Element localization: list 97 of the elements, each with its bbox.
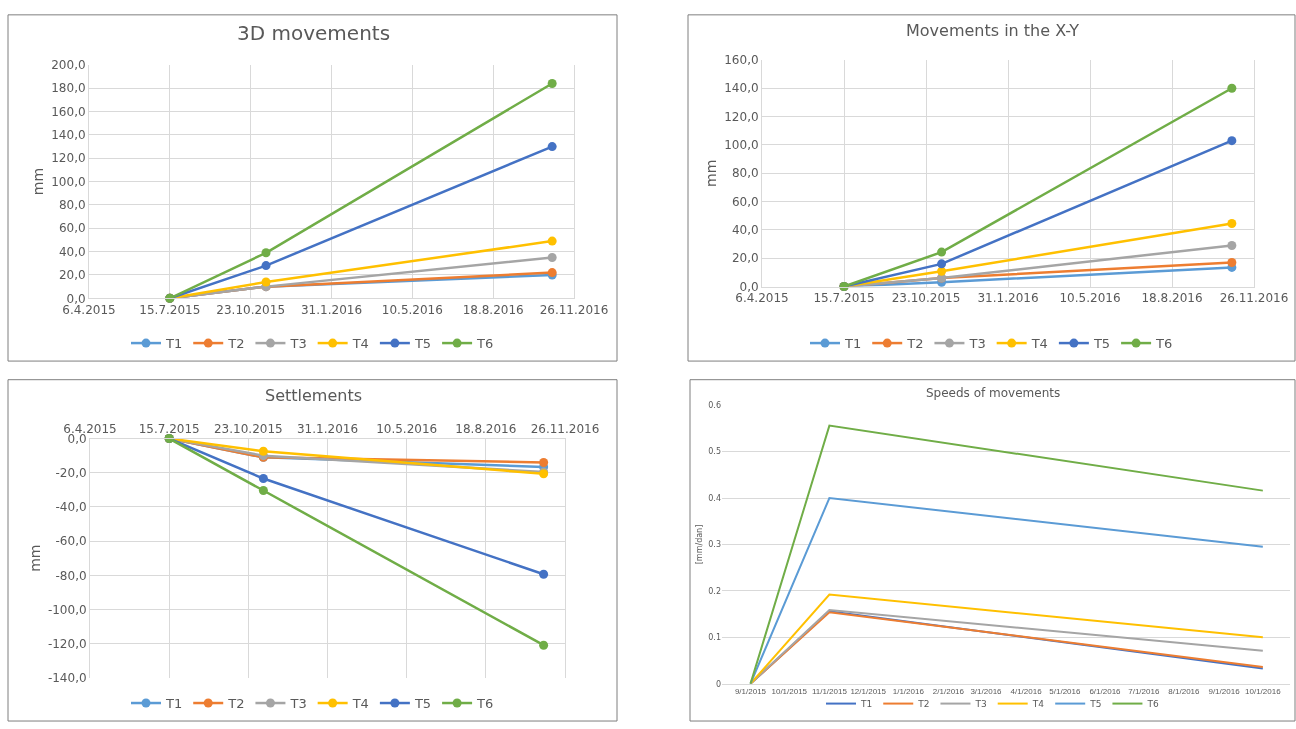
y-tick-label: 80,0 [731,166,759,181]
x-tick-label: 31.1.2016 [977,290,1039,305]
x-tick-label: 5/1/2016 [1049,687,1081,697]
y-tick-label: 100,0 [51,174,86,189]
y-tick-label: 140,0 [51,128,86,143]
y-tick-label: -120,0 [47,636,87,651]
x-tick-label: 26.11.2016 [530,421,600,436]
x-tick-label: 10.5.2016 [381,302,443,317]
y-tick-label: 0,0 [67,431,87,446]
x-tick-label: 15.7.2015 [138,421,200,436]
y-tick-label: 120,0 [51,151,86,166]
x-tick-label: 18.8.2016 [462,302,524,317]
x-tick-label: 10.5.2016 [1059,290,1121,305]
x-tick-label: 10/1/2016 [1245,687,1282,697]
chart-title: Speeds of movements [926,386,1061,400]
legend-label: T3 [974,699,987,710]
y-tick-label: 120,0 [724,109,759,124]
y-tick-label: -80,0 [55,568,87,583]
legend-label: T4 [1030,336,1048,352]
x-tick-label: 7/1/2016 [1128,687,1160,697]
y-tick-label: 200,0 [51,58,86,73]
y-tick-label: 0.6 [708,401,721,410]
y-tick-label: 20,0 [731,251,759,266]
x-tick-label: 31.1.2016 [300,302,363,317]
legend-label: T4 [351,696,369,712]
y-axis-title: mm [29,167,46,196]
y-tick-label: 140,0 [724,81,759,96]
legend-label: T2 [917,699,930,710]
legend-label: T1 [165,696,183,712]
chart-title: Movements in the X-Y [906,21,1080,40]
y-tick-label: 20,0 [58,268,86,283]
legend-label: T1 [844,336,862,352]
x-tick-label: 10.5.2016 [376,421,438,436]
y-tick-label: 0.2 [708,586,721,596]
legend-label: T6 [1146,699,1159,710]
y-tick-label: 160,0 [724,53,759,68]
x-tick-label: 15.7.2015 [813,290,875,305]
y-tick-label: -60,0 [55,534,87,549]
y-tick-label: 60,0 [58,221,86,236]
chart-title: 3D movements [237,21,391,45]
y-tick-label: 80,0 [58,198,86,213]
y-tick-label: 0.1 [708,633,721,643]
y-tick-label: 0 [715,679,721,689]
y-tick-label: 60,0 [731,194,759,209]
legend-label: T2 [227,696,245,712]
legend-label: T1 [165,336,183,352]
legend-label: T6 [1155,336,1173,352]
legend-label: T5 [1089,699,1102,710]
y-tick-label: -140,0 [47,671,87,686]
x-tick-label: 8/1/2016 [1168,687,1201,697]
x-tick-label: 6/1/2016 [1089,687,1122,697]
x-tick-label: 26.11.2016 [539,302,609,317]
y-tick-label: 40,0 [731,223,759,238]
x-tick-label: 23.10.2015 [213,421,283,436]
x-tick-label: 31.1.2016 [296,421,359,436]
y-tick-label: -100,0 [47,602,87,617]
legend-label: T3 [289,696,307,712]
y-tick-label: 0.4 [708,493,721,503]
x-tick-label: 4/1/2016 [1010,687,1043,697]
x-tick-label: 23.10.2015 [216,302,286,317]
y-tick-label: 0.3 [708,540,721,550]
y-tick-label: -20,0 [55,465,87,480]
x-tick-label: 10/1/2015 [771,687,808,697]
x-tick-label: 9/1/2015 [734,687,767,697]
legend-label: T5 [413,696,432,712]
legend-label: T4 [351,336,369,352]
y-tick-label: -40,0 [55,500,87,515]
y-tick-label: 40,0 [58,244,86,259]
legend-label: T2 [227,336,245,352]
legend-label: T6 [476,336,494,352]
y-tick-label: 100,0 [724,138,759,153]
x-tick-label: 1/1/2016 [892,687,925,697]
legend-label: T5 [413,336,432,352]
legend-label: T1 [860,699,873,710]
chart-title: Settlements [265,386,363,405]
x-tick-label: 3/1/2016 [970,687,1003,697]
y-tick-label: 180,0 [51,81,86,96]
legend-label: T6 [476,696,494,712]
x-tick-label: 23.10.2015 [891,290,961,305]
x-tick-label: 11/1/2015 [811,687,848,697]
y-axis-title: mm [26,544,43,572]
x-tick-label: 15.7.2015 [139,302,201,317]
legend-label: T4 [1031,699,1045,710]
x-tick-label: 18.8.2016 [455,421,517,436]
legend-label: T2 [906,336,924,352]
x-tick-label: 9/1/2016 [1208,687,1241,697]
x-tick-label: 12/1/2015 [850,687,887,697]
legend-label: T5 [1092,336,1111,352]
legend-label: T3 [289,336,307,352]
legend-label: T3 [968,336,986,352]
x-tick-label: 18.8.2016 [1141,290,1203,305]
y-axis-title: mm [702,159,719,187]
y-tick-label: 0.5 [708,447,721,457]
y-tick-label: 160,0 [51,104,86,119]
y-axis-title: [mm/dan] [694,524,704,565]
x-tick-label: 2/1/2016 [932,687,965,697]
x-tick-label: 26.11.2016 [1219,290,1289,305]
